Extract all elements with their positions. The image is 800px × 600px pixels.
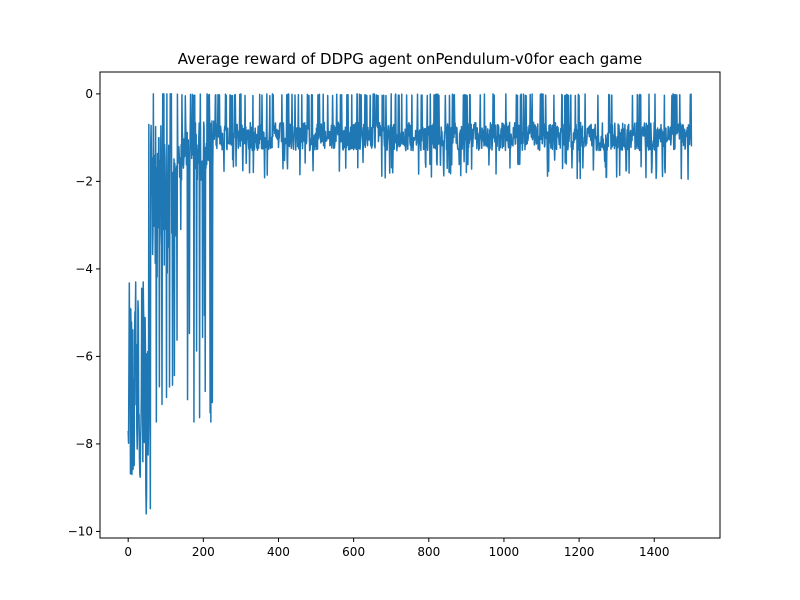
plot-area	[127, 93, 693, 515]
y-tick-label: 0	[85, 87, 93, 101]
x-axis: 0 200 400 600 800 1000 1200 1400	[124, 538, 670, 559]
chart-title: Average reward of DDPG agent onPendulum-…	[178, 50, 643, 68]
x-tick-label: 1000	[489, 545, 520, 559]
y-tick-label: −8	[75, 437, 93, 451]
y-tick-label: −6	[75, 349, 93, 363]
x-tick-label: 600	[342, 545, 365, 559]
x-tick-label: 1200	[564, 545, 595, 559]
x-tick-label: 200	[192, 545, 215, 559]
x-tick-label: 800	[417, 545, 440, 559]
series-line-reward	[127, 93, 693, 515]
y-tick-label: −10	[68, 524, 93, 538]
plot-frame	[99, 71, 721, 539]
y-tick-label: −4	[75, 262, 93, 276]
y-axis: 0 −2 −4 −6 −8 −10	[68, 87, 100, 538]
x-tick-label: 1400	[639, 545, 670, 559]
y-tick-label: −2	[75, 174, 93, 188]
x-tick-label: 400	[267, 545, 290, 559]
x-tick-label: 0	[124, 545, 132, 559]
